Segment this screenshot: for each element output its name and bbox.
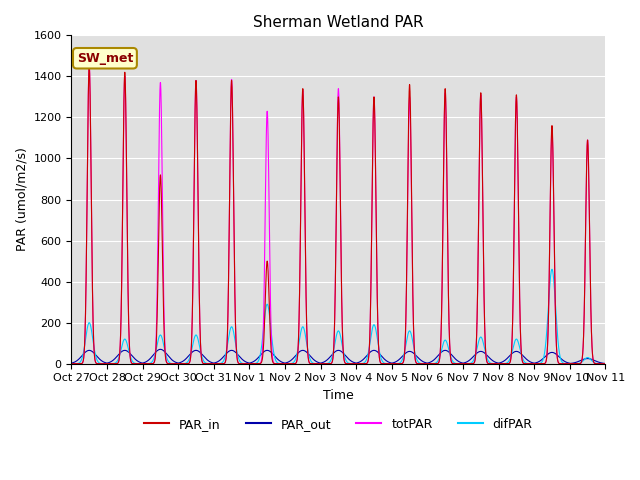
PAR_in [131, 361, 139, 367]
Line: difPAR: difPAR [72, 269, 605, 364]
PAR_out [101, 360, 109, 365]
totPAR [234, 358, 241, 364]
totPAR [436, 347, 444, 352]
totPAR [85, 61, 93, 67]
totPAR [602, 361, 609, 367]
PAR_in [68, 361, 76, 367]
Text: SW_met: SW_met [77, 52, 133, 65]
PAR_out [131, 356, 139, 362]
PAR_in [101, 361, 109, 367]
PAR_out [480, 349, 488, 355]
Title: Sherman Wetland PAR: Sherman Wetland PAR [253, 15, 424, 30]
Line: PAR_out: PAR_out [72, 349, 605, 364]
difPAR [234, 351, 241, 357]
PAR_in [234, 358, 241, 364]
PAR_in [436, 346, 444, 352]
totPAR [101, 361, 109, 367]
PAR_out [132, 357, 140, 362]
PAR_in [602, 361, 609, 367]
difPAR [436, 352, 444, 358]
X-axis label: Time: Time [323, 389, 354, 402]
PAR_out [68, 360, 76, 366]
PAR_out [602, 361, 609, 367]
totPAR [131, 361, 139, 367]
difPAR [480, 342, 488, 348]
PAR_out [436, 350, 444, 356]
totPAR [132, 361, 140, 367]
difPAR [548, 266, 556, 272]
Legend: PAR_in, PAR_out, totPAR, difPAR: PAR_in, PAR_out, totPAR, difPAR [139, 413, 538, 436]
PAR_in [480, 285, 488, 290]
difPAR [132, 360, 140, 366]
difPAR [131, 360, 139, 366]
PAR_in [85, 63, 93, 69]
difPAR [602, 361, 609, 367]
Line: totPAR: totPAR [72, 64, 605, 364]
difPAR [101, 361, 109, 367]
difPAR [68, 361, 76, 367]
Line: PAR_in: PAR_in [72, 66, 605, 364]
PAR_out [234, 351, 241, 357]
PAR_in [132, 361, 140, 367]
totPAR [480, 285, 488, 291]
totPAR [68, 361, 76, 367]
Y-axis label: PAR (umol/m2/s): PAR (umol/m2/s) [15, 147, 28, 252]
PAR_out [157, 347, 164, 352]
